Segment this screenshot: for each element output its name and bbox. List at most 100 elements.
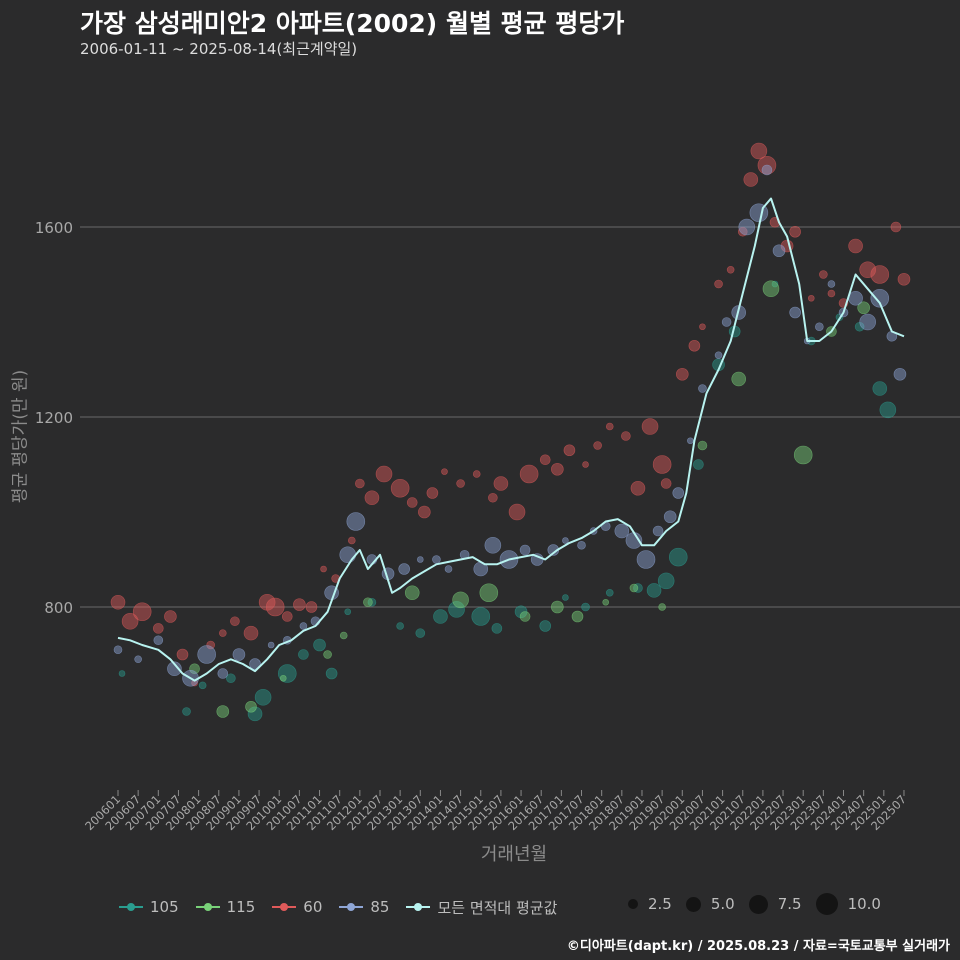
point-85 xyxy=(562,537,569,544)
size-legend-circle xyxy=(815,893,838,915)
point-85 xyxy=(761,164,773,176)
point-105 xyxy=(668,547,688,567)
point-60 xyxy=(418,505,431,519)
point-60 xyxy=(206,640,216,650)
point-60 xyxy=(551,462,564,476)
legend-item-60[interactable]: 60 xyxy=(271,897,322,917)
point-85 xyxy=(484,536,502,554)
legend-item-85[interactable]: 85 xyxy=(338,897,389,917)
legend-key-105 xyxy=(118,897,144,917)
point-115 xyxy=(793,445,813,465)
point-105 xyxy=(771,280,779,288)
point-115 xyxy=(697,440,708,451)
scatter-points xyxy=(110,142,911,722)
point-60 xyxy=(726,265,735,274)
point-85 xyxy=(738,218,756,236)
point-115 xyxy=(245,700,257,713)
point-60 xyxy=(859,261,876,279)
point-85 xyxy=(153,635,164,646)
point-60 xyxy=(827,289,836,298)
legend-label-85: 85 xyxy=(370,898,390,916)
point-60 xyxy=(293,598,306,611)
average-line-path xyxy=(117,197,905,682)
legend-key-85 xyxy=(338,897,364,917)
legend-label-60: 60 xyxy=(303,898,323,916)
point-85 xyxy=(827,280,836,288)
point-105 xyxy=(491,623,503,634)
point-105 xyxy=(118,670,126,677)
point-85 xyxy=(444,565,453,573)
point-60 xyxy=(375,465,393,483)
point-105 xyxy=(254,688,272,706)
point-85 xyxy=(789,306,801,319)
legend-key-average xyxy=(405,897,431,917)
point-85 xyxy=(687,437,694,445)
point-60 xyxy=(870,265,890,284)
point-105 xyxy=(693,459,704,470)
point-85 xyxy=(398,563,410,575)
point-105 xyxy=(872,381,888,396)
point-85 xyxy=(416,556,424,563)
point-115 xyxy=(189,663,200,675)
point-105 xyxy=(433,609,448,624)
point-85 xyxy=(113,645,123,655)
point-115 xyxy=(629,583,639,593)
point-105 xyxy=(182,707,191,716)
point-60 xyxy=(110,594,126,610)
size-legend-item: 5.0 xyxy=(685,895,735,913)
point-60 xyxy=(737,226,748,237)
point-60 xyxy=(582,461,589,468)
point-60 xyxy=(258,593,276,611)
point-60 xyxy=(652,455,672,474)
point-85 xyxy=(714,351,723,360)
point-60 xyxy=(807,294,815,302)
point-85 xyxy=(870,288,890,308)
point-60 xyxy=(230,616,240,627)
point-115 xyxy=(857,301,870,315)
point-105 xyxy=(879,401,897,419)
point-60 xyxy=(132,602,152,622)
size-legend-label: 2.5 xyxy=(648,895,672,913)
point-115 xyxy=(658,603,666,611)
point-60 xyxy=(605,422,614,431)
point-60 xyxy=(305,601,318,613)
point-85 xyxy=(346,512,366,531)
point-115 xyxy=(279,674,287,682)
point-60 xyxy=(121,612,139,630)
point-105 xyxy=(344,608,352,616)
point-115 xyxy=(762,280,780,298)
grid-lines xyxy=(80,226,960,608)
point-60 xyxy=(519,464,539,484)
y-tick-label: 1600 xyxy=(35,219,73,237)
point-85 xyxy=(859,313,876,331)
legend-item-105[interactable]: 105 xyxy=(118,897,179,917)
legend-label-105: 105 xyxy=(150,898,179,916)
point-105 xyxy=(367,597,377,607)
legend-label-115: 115 xyxy=(226,898,256,916)
size-legend-item: 2.5 xyxy=(628,895,672,913)
size-legend-label: 5.0 xyxy=(710,895,735,913)
point-105 xyxy=(396,622,404,630)
point-60 xyxy=(472,470,481,478)
series-legend: 105 115 60 85 모든 면적대 평균값 xyxy=(118,896,573,918)
point-85 xyxy=(167,661,182,677)
legend-item-115[interactable]: 115 xyxy=(195,897,256,917)
point-60 xyxy=(265,597,285,617)
point-60 xyxy=(164,610,177,623)
point-85 xyxy=(197,645,216,664)
point-85 xyxy=(815,322,824,332)
point-60 xyxy=(406,497,418,508)
point-60 xyxy=(426,487,439,499)
point-85 xyxy=(636,550,656,569)
point-105 xyxy=(605,588,614,597)
point-105 xyxy=(581,602,590,612)
point-85 xyxy=(663,510,677,524)
point-60 xyxy=(364,490,380,506)
legend-item-average[interactable]: 모든 면적대 평균값 xyxy=(405,897,557,918)
point-60 xyxy=(508,503,526,521)
point-115 xyxy=(363,597,373,608)
point-60 xyxy=(153,623,164,634)
size-legend-label: 7.5 xyxy=(777,895,802,913)
point-60 xyxy=(848,238,863,254)
